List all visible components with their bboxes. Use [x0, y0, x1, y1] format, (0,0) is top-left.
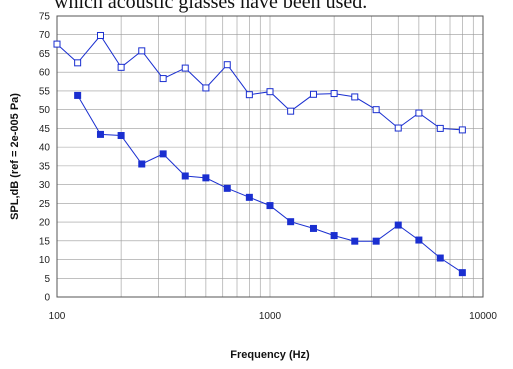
- y-axis-title: SPL,dB (ref = 2e-005 Pa): [9, 93, 21, 220]
- series-1-marker: [330, 90, 338, 98]
- series-1-marker: [53, 40, 61, 48]
- series-1-marker: [138, 47, 146, 55]
- plot-frame: [56, 15, 484, 298]
- y-tick-label: 50: [39, 105, 51, 116]
- y-tick-label: 25: [39, 199, 51, 210]
- series-2-marker: [458, 269, 466, 277]
- y-tick-label: 60: [39, 68, 51, 79]
- y-tick-label: 45: [39, 124, 51, 135]
- caption-text-fragment: which acoustic glasses have been used.: [54, 0, 368, 13]
- data-series: [53, 31, 466, 277]
- series-2-marker: [223, 184, 231, 192]
- series-2-marker: [96, 130, 104, 138]
- series-1-marker: [266, 88, 274, 96]
- series-1-marker: [74, 59, 82, 67]
- series-1-marker: [394, 124, 402, 132]
- y-tick-label: 30: [39, 180, 51, 191]
- series-1-marker: [372, 106, 380, 114]
- series-2-marker: [74, 91, 82, 99]
- series-2-marker: [245, 193, 253, 201]
- y-tick-label: 40: [39, 143, 51, 154]
- series-1-marker: [159, 75, 167, 83]
- y-tick-label: 0: [44, 293, 50, 304]
- series-1-marker: [117, 63, 125, 71]
- series-2-marker: [287, 218, 295, 226]
- y-tick-label: 55: [39, 86, 51, 97]
- series-2-marker: [309, 224, 317, 232]
- y-tick-label: 70: [39, 30, 51, 41]
- series-1-marker: [309, 90, 317, 98]
- series-1-marker: [436, 124, 444, 132]
- series-2-marker: [266, 202, 274, 210]
- x-tick-label: 10000: [469, 311, 497, 322]
- series-2-marker: [394, 221, 402, 229]
- x-tick-labels: 100 1000 10000: [49, 311, 498, 322]
- series-1-marker: [245, 91, 253, 99]
- series-2-marker: [330, 232, 338, 240]
- series-2-marker: [117, 132, 125, 140]
- grid-lines: [56, 15, 483, 298]
- series-1-marker: [287, 107, 295, 115]
- y-tick-label: 20: [39, 218, 51, 229]
- series-1-line: [56, 34, 463, 131]
- series-1-marker: [223, 61, 231, 69]
- x-tick-label: 100: [49, 311, 66, 322]
- series-2-marker: [436, 254, 444, 262]
- series-2-marker: [202, 174, 210, 182]
- series-2-marker: [138, 160, 146, 168]
- series-1-marker: [351, 93, 359, 101]
- series-2-marker: [372, 237, 380, 245]
- series-2-marker: [415, 236, 423, 244]
- series-1-marker: [96, 31, 104, 39]
- series-1-marker: [415, 109, 423, 117]
- y-tick-label: 35: [39, 161, 51, 172]
- series-2-marker: [351, 237, 359, 245]
- series-1-marker: [202, 84, 210, 92]
- y-tick-label: 65: [39, 49, 51, 60]
- x-tick-label: 1000: [259, 311, 282, 322]
- series-1-marker: [181, 64, 189, 72]
- y-tick-label: 75: [39, 12, 51, 23]
- x-axis-title: Frequency (Hz): [230, 349, 310, 361]
- y-tick-label: 15: [39, 236, 51, 247]
- y-tick-label: 10: [39, 255, 51, 266]
- series-2-marker: [159, 150, 167, 158]
- series-1-marker: [458, 126, 466, 134]
- series-2-marker: [181, 172, 189, 180]
- y-tick-label: 5: [44, 274, 50, 285]
- y-tick-labels: 0 5 10 15 20 25 30 35 40 45 50 55 60 65 70 75: [39, 12, 51, 304]
